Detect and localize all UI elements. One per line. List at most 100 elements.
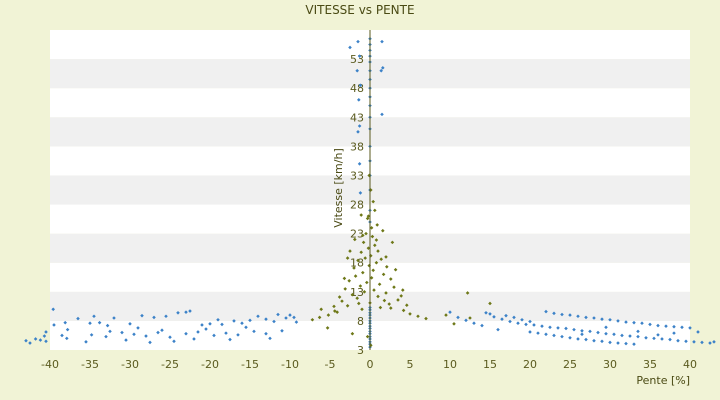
x-tick-label: -15 xyxy=(241,358,259,371)
data-point-blue xyxy=(684,339,688,344)
data-point-olive xyxy=(337,295,342,299)
data-point-olive xyxy=(468,316,472,320)
data-point-blue xyxy=(356,130,360,134)
data-point-blue xyxy=(708,341,712,345)
data-point-blue xyxy=(357,162,362,166)
y-tick-label: 23 xyxy=(350,228,364,241)
data-point-olive xyxy=(389,306,393,310)
data-point-blue xyxy=(136,326,140,330)
x-tick-label: -25 xyxy=(161,358,179,371)
data-point-blue xyxy=(592,338,596,343)
data-point-olive xyxy=(465,291,470,295)
data-point-olive xyxy=(362,290,367,294)
data-point-blue xyxy=(692,340,696,344)
data-point-blue xyxy=(188,309,192,313)
data-point-blue xyxy=(256,314,260,319)
x-tick-label: 10 xyxy=(443,358,457,371)
data-point-blue xyxy=(620,333,624,338)
data-point-blue xyxy=(204,327,208,331)
data-point-blue xyxy=(604,325,608,330)
data-point-blue xyxy=(358,83,363,88)
data-point-blue xyxy=(379,68,383,73)
data-point-blue xyxy=(524,322,528,327)
chart-title: VITESSE vs PENTE xyxy=(305,3,414,17)
y-axis-title: Vitesse [km/h] xyxy=(332,148,345,228)
data-point-olive xyxy=(399,294,403,298)
data-point-blue xyxy=(89,333,94,337)
y-tick-label: 48 xyxy=(350,82,364,95)
data-point-blue xyxy=(220,322,224,327)
data-point-blue xyxy=(105,323,110,328)
data-point-blue xyxy=(356,39,360,44)
data-point-blue xyxy=(355,68,359,73)
y-tick-label: 3 xyxy=(357,344,364,357)
data-point-olive xyxy=(366,214,371,218)
data-point-blue xyxy=(348,45,352,50)
data-point-blue xyxy=(104,334,108,339)
data-point-blue xyxy=(76,316,80,321)
data-point-blue xyxy=(608,317,612,322)
data-point-olive xyxy=(371,199,375,204)
data-point-blue xyxy=(480,323,484,328)
data-point-blue xyxy=(381,66,385,70)
data-point-olive xyxy=(361,240,366,245)
data-point-olive xyxy=(384,255,388,259)
data-point-blue xyxy=(357,124,362,128)
data-point-blue xyxy=(97,320,102,325)
data-point-blue xyxy=(272,319,276,324)
data-point-olive xyxy=(379,257,383,262)
data-point-blue xyxy=(160,328,164,333)
data-point-blue xyxy=(576,337,580,341)
data-point-olive xyxy=(353,274,358,278)
data-point-blue xyxy=(676,338,680,343)
data-point-blue xyxy=(124,338,128,342)
data-point-blue xyxy=(38,338,43,342)
data-point-olive xyxy=(381,228,385,233)
data-point-olive xyxy=(357,301,361,306)
data-point-blue xyxy=(294,320,299,324)
data-point-blue xyxy=(152,315,156,320)
data-point-blue xyxy=(544,332,548,337)
data-point-blue xyxy=(280,329,284,333)
data-point-olive xyxy=(384,291,388,295)
data-point-olive xyxy=(405,303,409,307)
data-point-blue xyxy=(276,312,280,317)
data-point-blue xyxy=(24,338,28,343)
data-point-blue xyxy=(60,333,64,338)
data-point-blue xyxy=(664,324,668,328)
data-point-blue xyxy=(532,323,536,327)
data-point-blue xyxy=(600,339,604,344)
data-point-olive xyxy=(350,331,355,336)
data-point-blue xyxy=(456,315,460,320)
data-point-olive xyxy=(370,234,375,239)
data-point-olive xyxy=(408,312,412,316)
data-point-blue xyxy=(696,330,700,334)
data-point-blue xyxy=(236,333,240,337)
data-point-blue xyxy=(288,313,292,317)
data-point-blue xyxy=(33,337,38,341)
data-point-blue xyxy=(284,316,288,320)
data-point-blue xyxy=(357,98,361,102)
data-point-olive xyxy=(378,305,383,310)
data-point-blue xyxy=(616,319,620,323)
data-point-blue xyxy=(144,334,148,338)
x-tick-label: 40 xyxy=(683,358,697,371)
data-point-blue xyxy=(596,330,600,335)
data-point-olive xyxy=(345,256,350,260)
data-point-blue xyxy=(564,326,568,331)
data-point-olive xyxy=(444,313,448,317)
x-tick-label: 15 xyxy=(483,358,497,371)
y-tick-label: 53 xyxy=(350,53,364,66)
data-point-olive xyxy=(361,270,365,275)
data-point-blue xyxy=(624,341,628,346)
data-point-olive xyxy=(382,298,387,303)
data-point-blue xyxy=(252,329,256,334)
data-point-blue xyxy=(536,331,540,335)
data-point-blue xyxy=(548,325,552,330)
y-tick-label: 13 xyxy=(350,286,364,299)
data-point-olive xyxy=(366,246,371,250)
data-point-blue xyxy=(568,335,572,340)
data-point-blue xyxy=(51,307,55,312)
data-point-blue xyxy=(612,332,616,337)
data-point-blue xyxy=(224,331,228,335)
